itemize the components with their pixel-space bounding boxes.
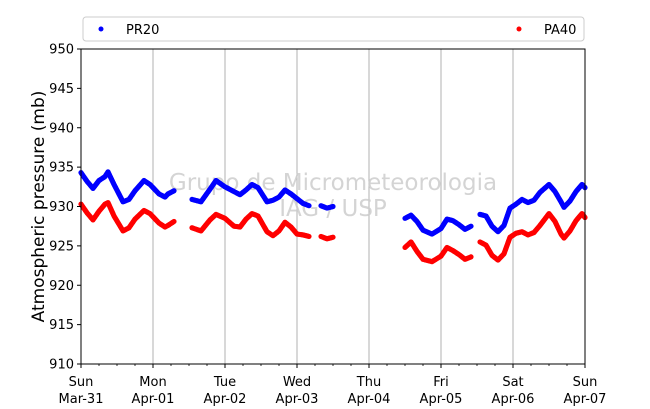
y-tick-label: 925: [49, 239, 74, 254]
series-pr20: [78, 169, 588, 237]
x-tick-label-date: Apr-07: [564, 392, 607, 407]
y-tick-label: 915: [49, 318, 74, 333]
series-markers: [78, 169, 588, 265]
x-axis: Sun Mar-31 Mon Apr-01 Tue Apr-02 Wed Apr-03 Thu A…: [59, 364, 607, 407]
legend-label-pr20: PR20: [126, 23, 159, 38]
x-tick-label-day: Sun: [69, 375, 94, 390]
y-tick-label: 935: [49, 161, 74, 176]
x-tick-label-date: Mar-31: [59, 392, 104, 407]
x-tick-label-date: Apr-05: [420, 392, 463, 407]
series-pa40: [78, 199, 588, 265]
y-tick-label: 950: [49, 43, 74, 58]
legend-box: [82, 16, 585, 42]
data-point-pr20: [171, 188, 177, 194]
x-tick-label-date: Apr-03: [276, 392, 319, 407]
legend: PR20 PA40: [82, 16, 585, 42]
y-axis-label: Atmospheric pressure (mb): [29, 91, 49, 323]
x-tick-label-day: Wed: [283, 375, 311, 390]
x-tick-label-date: Apr-02: [204, 392, 247, 407]
y-tick-label: 920: [49, 279, 74, 294]
x-tick-label-day: Thu: [356, 375, 381, 390]
x-tick-label-day: Mon: [139, 375, 166, 390]
data-point-pa40: [171, 218, 177, 225]
legend-marker-pa40: [516, 26, 522, 32]
y-tick-label: 945: [49, 82, 74, 97]
y-tick-label: 910: [49, 358, 74, 373]
x-tick-label-day: Fri: [433, 375, 449, 390]
x-tick-label-date: Apr-01: [132, 392, 175, 407]
x-tick-label-day: Tue: [213, 375, 236, 390]
legend-marker-pr20: [98, 26, 104, 32]
y-tick-label: 930: [49, 200, 74, 215]
data-point-pr20: [330, 203, 336, 210]
x-tick-label-day: Sat: [502, 375, 523, 390]
x-tick-label-date: Apr-04: [348, 392, 391, 407]
y-axis: 910 915 920 925 930 935 940 945 950: [49, 43, 81, 373]
data-point-pa40: [330, 234, 336, 240]
x-tick-label-day: Sun: [573, 375, 598, 390]
data-point-pa40: [468, 254, 474, 260]
x-tick-label-date: Apr-06: [492, 392, 535, 407]
data-point-pr20: [306, 203, 312, 209]
y-tick-label: 940: [49, 121, 74, 136]
data-point-pa40: [306, 233, 312, 240]
legend-label-pa40: PA40: [544, 23, 576, 38]
data-point-pr20: [468, 223, 474, 229]
